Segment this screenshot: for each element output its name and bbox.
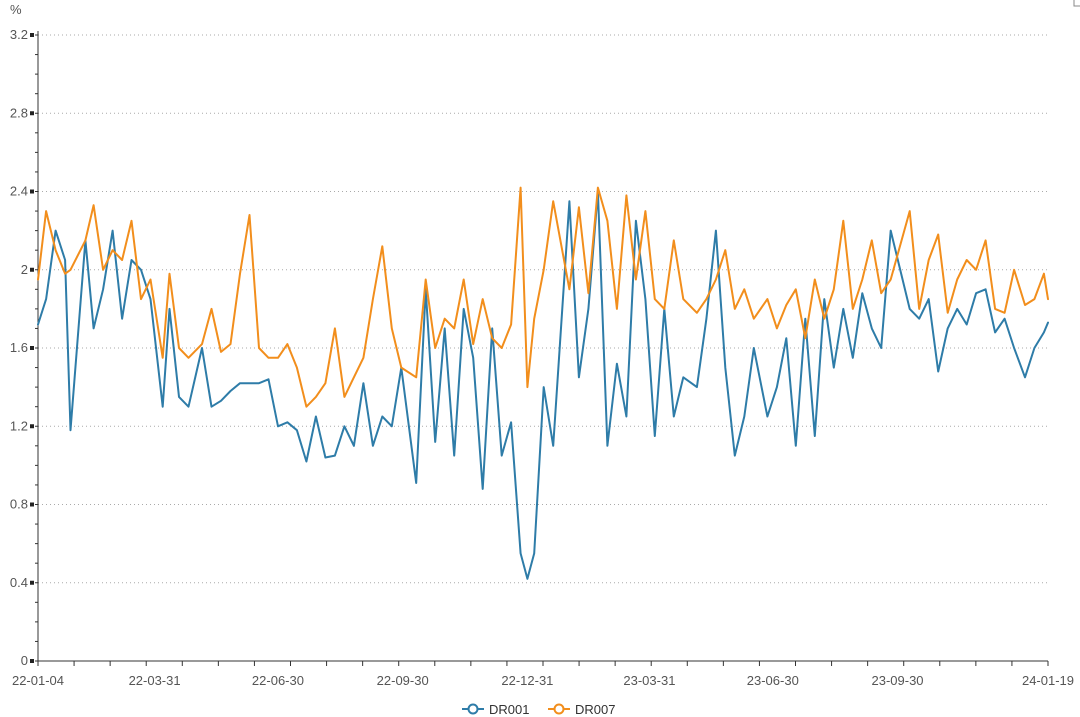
y-major-tick xyxy=(30,267,34,272)
corner-mark xyxy=(1073,0,1080,7)
y-major-tick xyxy=(30,580,34,585)
series-lines xyxy=(37,186,1049,580)
series-line-dr001 xyxy=(37,190,1049,580)
series-line-dr007 xyxy=(37,186,1049,408)
y-tick-label: 0 xyxy=(21,653,28,668)
y-axis-unit-label: % xyxy=(10,2,22,17)
x-tick-label: 22-03-31 xyxy=(129,673,181,688)
x-tick-label: 22-09-30 xyxy=(377,673,429,688)
legend-label: DR007 xyxy=(575,702,615,717)
x-tick-label: 24-01-19 xyxy=(1022,673,1074,688)
y-tick-label: 1.6 xyxy=(10,340,28,355)
x-tick-label: 22-01-04 xyxy=(12,673,64,688)
x-tick-label: 22-12-31 xyxy=(501,673,553,688)
legend[interactable]: DR001 DR007 xyxy=(462,702,615,717)
y-major-tick xyxy=(30,111,34,116)
legend-label: DR001 xyxy=(489,702,529,717)
y-major-tick xyxy=(30,659,34,663)
y-major-tick xyxy=(30,189,34,194)
x-tick-labels: 22-01-04 22-03-31 22-06-30 22-09-30 22-12-31… xyxy=(12,661,1074,688)
x-tick-label: 23-06-30 xyxy=(747,673,799,688)
x-tick-label: 23-03-31 xyxy=(623,673,675,688)
y-tick-label: 2 xyxy=(21,262,28,277)
axes xyxy=(37,31,1048,662)
y-tick-label: 2.8 xyxy=(10,105,28,120)
y-tick-label: 3.2 xyxy=(10,27,28,42)
legend-item-dr007[interactable]: DR007 xyxy=(548,702,615,717)
y-major-tick xyxy=(30,346,34,350)
y-major-tick xyxy=(30,424,34,429)
y-major-tick xyxy=(30,33,34,37)
legend-marker xyxy=(467,703,479,715)
y-tick-labels: 0 0.4 0.8 1.2 1.6 2 2.4 2.8 3.2 xyxy=(10,27,38,668)
grid-lines xyxy=(38,34,1048,584)
legend-item-dr001[interactable]: DR001 xyxy=(462,702,529,717)
x-tick-label: 22-06-30 xyxy=(252,673,304,688)
y-tick-label: 0.4 xyxy=(10,575,28,590)
legend-marker xyxy=(553,703,565,715)
y-tick-label: 0.8 xyxy=(10,497,28,512)
x-tick-label: 23-09-30 xyxy=(871,673,923,688)
y-tick-label: 1.2 xyxy=(10,418,28,433)
y-major-tick xyxy=(30,502,34,507)
y-tick-label: 2.4 xyxy=(10,184,28,199)
